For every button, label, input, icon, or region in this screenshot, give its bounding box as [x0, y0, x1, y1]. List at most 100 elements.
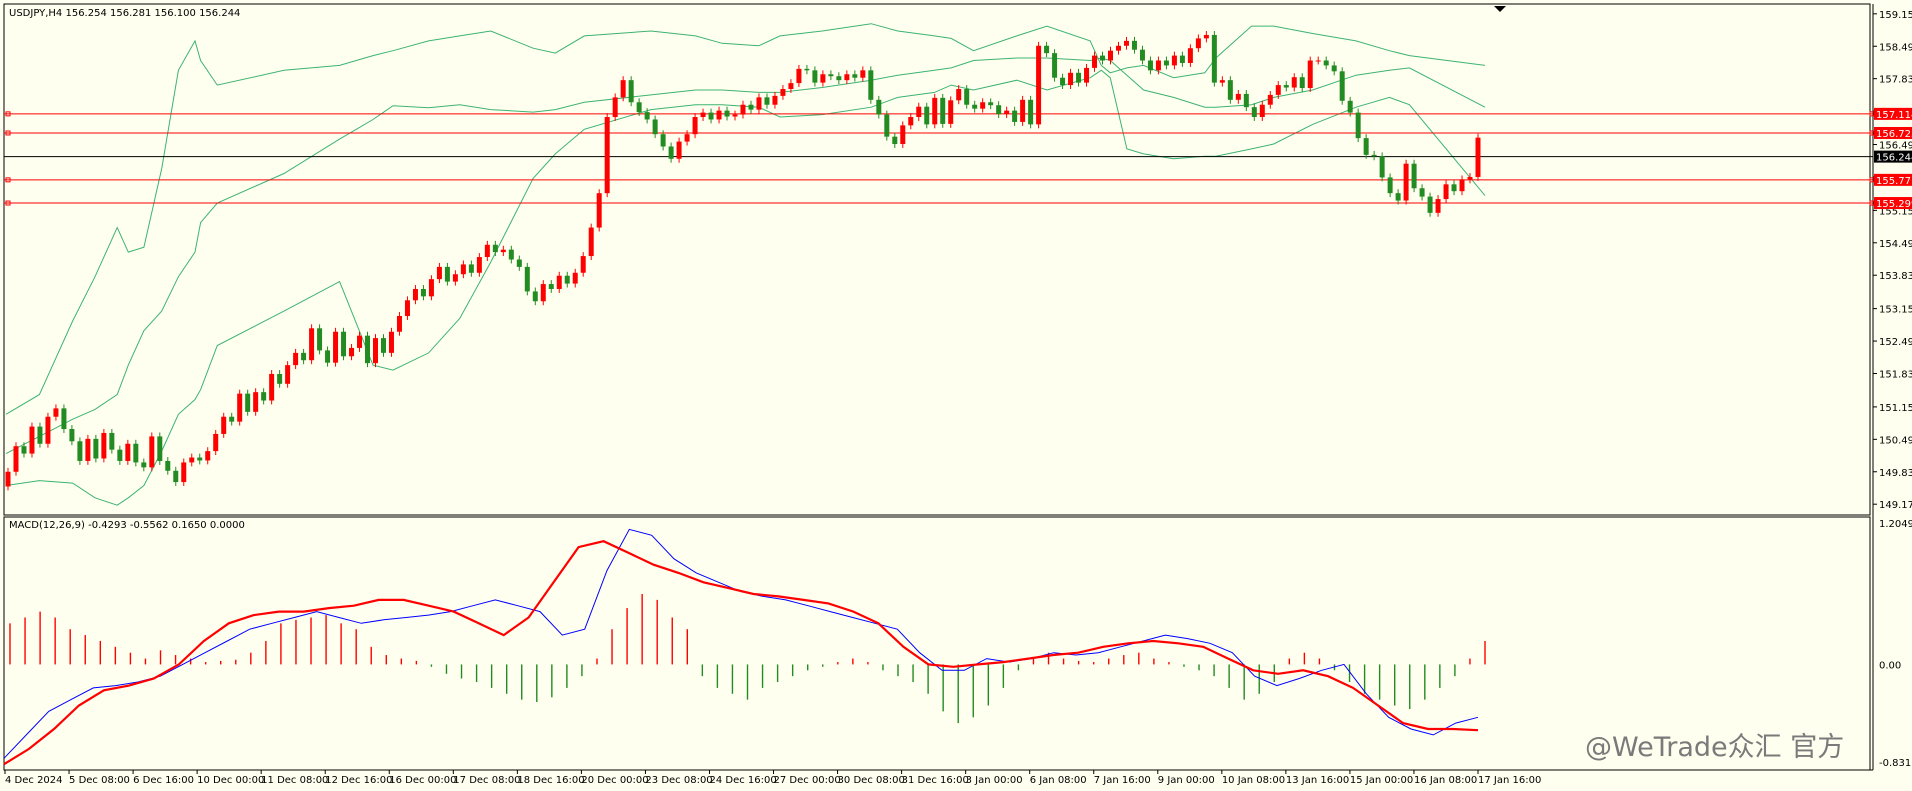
macd-axis-label: -0.8312 [1879, 758, 1912, 769]
candle-body [1419, 188, 1425, 197]
level-handle [5, 130, 11, 136]
candle-body [404, 300, 410, 317]
candle-body [396, 316, 402, 332]
level-tag-bg [1874, 150, 1912, 163]
time-axis-label: 18 Dec 16:00 [517, 775, 584, 786]
candle-body [764, 97, 770, 105]
candle-body [1076, 72, 1082, 83]
candle-body [1299, 77, 1305, 89]
candle-body [1004, 110, 1010, 115]
candle-body [716, 110, 722, 120]
candle-body [229, 416, 235, 422]
candle-body [940, 97, 946, 124]
candle-body [780, 89, 786, 96]
candle-body [972, 104, 978, 109]
time-axis-label: 27 Dec 00:00 [774, 775, 841, 786]
candle-body [141, 462, 147, 468]
candle-body [1044, 45, 1050, 54]
candle-body [892, 136, 898, 145]
candle-body [1139, 49, 1145, 61]
candle-body [636, 102, 642, 113]
watermark-text: @WeTrade众汇 官方 [1585, 732, 1845, 763]
time-axis-label: 30 Dec 08:00 [838, 775, 905, 786]
candle-body [964, 89, 970, 105]
time-axis-label: 10 Dec 00:00 [197, 775, 264, 786]
candle-body [804, 68, 810, 71]
time-axis-label: 13 Jan 16:00 [1286, 775, 1349, 786]
candle-body [1211, 34, 1217, 83]
candle-body [205, 451, 211, 461]
candle-body [1163, 60, 1169, 66]
candle-body [460, 264, 466, 275]
candle-body [253, 392, 259, 412]
candle-body [77, 441, 83, 461]
candle-body [596, 193, 602, 228]
candle-body [772, 95, 778, 105]
candle-body [1283, 85, 1289, 88]
candle-body [1411, 163, 1417, 189]
price-axis-label: 149.830 [1879, 468, 1912, 479]
candle-body [333, 331, 339, 363]
candle-body [604, 117, 610, 194]
candle-body [85, 438, 91, 461]
time-axis-label: 4 Dec 2024 [5, 775, 63, 786]
level-tag-bg [1874, 126, 1912, 139]
level-handle [5, 200, 11, 206]
candle-body [572, 272, 578, 284]
price-axis-label: 158.490 [1879, 42, 1912, 53]
candle-body [21, 446, 27, 454]
candle-body [836, 76, 842, 81]
price-axis-label: 157.830 [1879, 75, 1912, 86]
candle-body [868, 70, 874, 100]
candle-body [676, 141, 682, 159]
time-axis-label: 20 Dec 00:00 [581, 775, 648, 786]
candle-body [29, 426, 35, 454]
candle-body [1467, 176, 1473, 180]
candle-body [1475, 137, 1481, 177]
main-panel-frame [3, 3, 1871, 516]
candle-body [1315, 60, 1321, 62]
candle-body [420, 288, 426, 297]
candle-body [1395, 193, 1401, 201]
candle-body [373, 338, 378, 364]
level-tag-bg [1874, 107, 1912, 120]
level-handle [5, 177, 11, 183]
candle-body [660, 134, 666, 147]
time-axis-label: 17 Jan 16:00 [1478, 775, 1541, 786]
candle-body [1459, 179, 1465, 192]
price-axis-label: 159.150 [1879, 10, 1912, 21]
candle-body [45, 416, 51, 444]
candle-body [197, 457, 203, 461]
time-axis-label: 10 Jan 08:00 [1222, 775, 1285, 786]
candle-body [1100, 55, 1106, 61]
time-axis-label: 3 Jan 00:00 [966, 775, 1023, 786]
macd-line [3, 528, 1479, 759]
level-tag-156.725: 156.725 [1876, 129, 1912, 140]
candle-body [301, 352, 307, 361]
candle-body [796, 68, 802, 84]
candle-body [724, 110, 730, 117]
time-axis-label: 7 Jan 16:00 [1094, 775, 1151, 786]
candle-body [157, 436, 163, 461]
candle-body [540, 284, 546, 302]
time-axis-label: 11 Dec 08:00 [261, 775, 328, 786]
candle-body [748, 104, 754, 110]
candle-body [820, 74, 826, 83]
time-axis-label: 23 Dec 08:00 [645, 775, 712, 786]
candle-body [468, 264, 474, 273]
chart-header: USDJPY,H4 156.254 156.281 156.100 156.24… [9, 8, 240, 19]
candle-body [1012, 110, 1018, 122]
time-axis-label: 12 Dec 16:00 [325, 775, 392, 786]
candle-body [1028, 99, 1034, 125]
candle-body [980, 102, 986, 109]
candle-body [876, 99, 882, 115]
level-tag-156.244: 156.244 [1876, 153, 1912, 164]
level-tag-155.299: 155.299 [1876, 199, 1912, 210]
candle-body [556, 275, 562, 289]
candle-body [1187, 48, 1193, 63]
candle-body [37, 426, 43, 444]
candle-body [828, 74, 834, 77]
candle-body [1155, 60, 1161, 71]
candle-body [580, 256, 586, 273]
candle-body [1131, 40, 1137, 50]
